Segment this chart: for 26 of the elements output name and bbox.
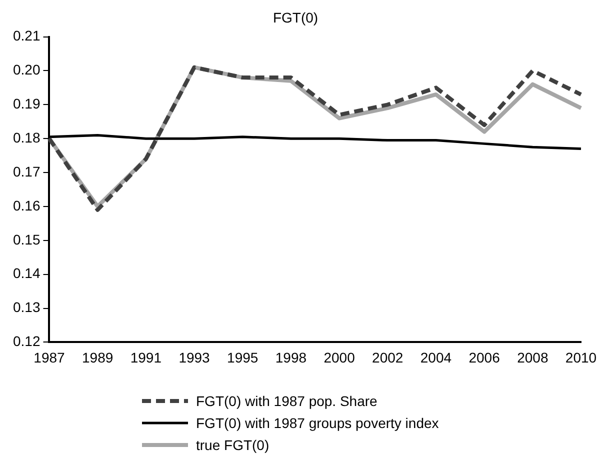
x-tick-label: 1989 — [82, 349, 114, 366]
legend-label: FGT(0) with 1987 groups poverty index — [196, 415, 439, 431]
y-tick-label: 0.17 — [13, 163, 40, 180]
x-tick-label: 1987 — [34, 349, 66, 366]
y-tick-label: 0.14 — [13, 265, 40, 282]
y-tick-label: 0.20 — [13, 62, 40, 78]
legend-label: FGT(0) with 1987 pop. Share — [196, 393, 378, 409]
y-tick-label: 0.12 — [13, 333, 40, 350]
y-tick-label: 0.13 — [13, 299, 40, 316]
chart-title: FGT(0) — [272, 9, 318, 26]
x-tick-label: 1993 — [178, 349, 210, 366]
x-tick-label: 2002 — [372, 349, 404, 366]
x-tick-label: 2000 — [324, 349, 356, 366]
y-tick-label: 0.16 — [13, 197, 40, 214]
x-tick-label: 1991 — [130, 349, 162, 366]
x-tick-label: 1998 — [275, 349, 307, 366]
y-tick-label: 0.15 — [13, 231, 40, 248]
y-tick-label: 0.21 — [13, 28, 40, 44]
x-tick-label: 2004 — [420, 349, 452, 366]
y-tick-label: 0.18 — [13, 129, 40, 146]
x-tick-label: 1995 — [227, 349, 258, 366]
x-tick-label: 2010 — [565, 349, 597, 366]
legend-label: true FGT(0) — [196, 437, 270, 453]
x-tick-label: 2006 — [468, 349, 500, 366]
x-tick-label: 2008 — [517, 349, 548, 366]
y-tick-label: 0.19 — [13, 96, 40, 112]
